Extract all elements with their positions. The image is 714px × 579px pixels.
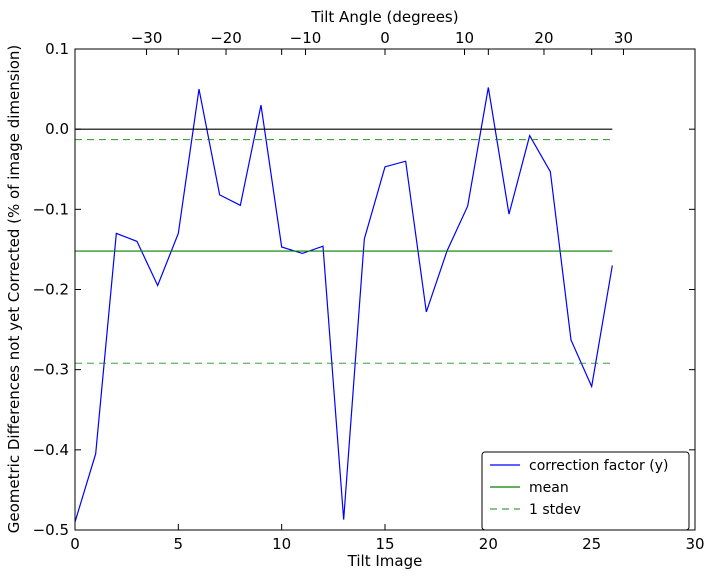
top-tick-label: 0 — [380, 29, 390, 47]
series-layer — [74, 87, 613, 523]
x-tick-label: 10 — [272, 535, 291, 553]
y-axis-label: Geometric Differences not yet Corrected … — [5, 45, 23, 534]
x-axis-label: Tilt Image — [347, 552, 423, 570]
legend-label: correction factor (y) — [529, 458, 668, 474]
legend-label: mean — [529, 480, 569, 496]
top-tick-label: −30 — [131, 29, 163, 47]
y-tick-label: −0.4 — [33, 441, 69, 459]
x-tick-label: 25 — [582, 535, 601, 553]
y-tick-label: −0.3 — [33, 361, 69, 379]
x-tick-label: 30 — [685, 535, 704, 553]
y-tick-label: −0.2 — [33, 281, 69, 299]
top-tick-label: 30 — [614, 29, 633, 47]
x-tick-label: 15 — [375, 535, 394, 553]
top-x-axis-label: Tilt Angle (degrees) — [310, 8, 458, 26]
y-tick-label: 0.0 — [45, 120, 69, 138]
x-tick-label: 20 — [479, 535, 498, 553]
y-tick-label: 0.1 — [45, 40, 69, 58]
series-line-0 — [74, 87, 613, 523]
tick-layer: 0 5 10 15 20 25 30 0.1 0.0 −0.1 −0.2 −0.3 −0.4 −0.5 −3… — [33, 29, 705, 553]
legend-box — [481, 451, 690, 531]
top-tick-label: 10 — [455, 29, 474, 47]
y-tick-label: −0.5 — [33, 521, 69, 539]
top-tick-label: 20 — [534, 29, 553, 47]
top-tick-label: −20 — [210, 29, 242, 47]
top-tick-label: −10 — [290, 29, 322, 47]
legend: correction factor (y) mean 1 stdev — [481, 451, 690, 531]
legend-label: 1 stdev — [529, 502, 581, 518]
x-tick-label: 0 — [70, 535, 80, 553]
y-tick-label: −0.1 — [33, 200, 69, 218]
x-tick-label: 5 — [174, 535, 184, 553]
